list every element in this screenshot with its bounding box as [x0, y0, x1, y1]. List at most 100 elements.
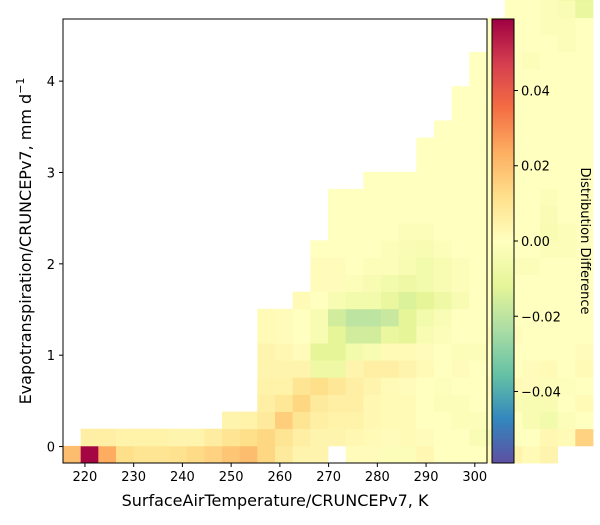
colorbar-tick-label: 0.04 [521, 84, 550, 99]
heatmap-cell [575, 0, 594, 1]
heatmap-cell [575, 343, 594, 361]
heatmap-cell [575, 394, 594, 413]
heatmap-cell [557, 291, 576, 310]
heatmap-cell [469, 411, 488, 430]
heatmap-cell [398, 325, 417, 344]
heatmap-cell [416, 188, 435, 207]
heatmap-cell [557, 137, 576, 156]
heatmap-cell [540, 343, 559, 361]
heatmap-cell [398, 377, 417, 395]
heatmap-cell [451, 360, 470, 378]
heatmap-cell [363, 223, 382, 241]
heatmap-cell [575, 86, 594, 104]
heatmap-cell [451, 206, 470, 224]
heatmap-cell [522, 240, 541, 258]
heatmap-cell [522, 120, 541, 138]
heatmap-cell [540, 428, 559, 447]
heatmap-cell [469, 428, 488, 447]
heatmap-cell [540, 377, 559, 395]
heatmap-cell [363, 257, 382, 275]
heatmap-cell [328, 188, 347, 207]
colorbar-label: Distribution Difference [577, 168, 592, 315]
heatmap-cell [363, 394, 382, 413]
heatmap-cell [557, 343, 576, 361]
heatmap-cell [469, 206, 488, 224]
heatmap-cell [522, 69, 541, 87]
heatmap-cell [575, 377, 594, 395]
heatmap-cell [204, 428, 223, 447]
heatmap-cell [345, 343, 364, 361]
heatmap-cell [345, 411, 364, 430]
heatmap-cell [557, 223, 576, 241]
heatmap-cell [345, 274, 364, 293]
heatmap-cell [239, 445, 258, 464]
heatmap-cell [310, 308, 329, 327]
heatmap-cell [469, 103, 488, 121]
heatmap-cell [363, 171, 382, 190]
heatmap-cell [310, 377, 329, 395]
heatmap-cell [275, 428, 294, 447]
colorbar-ticks: 0.04 0.02 0.00 −0.02 −0.04 [514, 84, 561, 401]
heatmap-cell [310, 325, 329, 344]
heatmap-cell [381, 308, 400, 327]
heatmap-cell [451, 394, 470, 413]
colorbar-tick-label: −0.04 [521, 386, 561, 401]
heatmap-cell [540, 0, 559, 1]
heatmap-cell [434, 343, 453, 361]
heatmap-cell [257, 308, 276, 327]
heatmap-cell [575, 274, 594, 293]
heatmap-cell [416, 154, 435, 173]
heatmap-cell [451, 377, 470, 395]
heatmap-cell [328, 325, 347, 344]
heatmap-cell [540, 188, 559, 207]
heatmap-cell [363, 445, 382, 464]
heatmap-cell [522, 308, 541, 327]
heatmap-cell [540, 291, 559, 310]
heatmap-cell [398, 445, 417, 464]
heatmap-cell [469, 51, 488, 70]
heatmap-cell [151, 445, 170, 464]
heatmap-cell [345, 240, 364, 258]
heatmap-cell [522, 86, 541, 104]
heatmap-cell [557, 428, 576, 447]
heatmap-cell [363, 377, 382, 395]
heatmap-cell [557, 69, 576, 87]
heatmap-cell [434, 257, 453, 275]
heatmap-cell [469, 240, 488, 258]
heatmap-cell [292, 308, 311, 327]
heatmap-cell [257, 411, 276, 430]
heatmap-cell [557, 120, 576, 138]
heatmap-cell [557, 206, 576, 224]
heatmap-cell [451, 325, 470, 344]
heatmap-cell [540, 86, 559, 104]
x-tick-label: 250 [219, 470, 244, 485]
heatmap-cell [328, 377, 347, 395]
heatmap-cell [469, 445, 488, 464]
heatmap-cell [434, 120, 453, 138]
heatmap-cell [345, 428, 364, 447]
heatmap-cell [381, 360, 400, 378]
heatmap-cell [522, 34, 541, 53]
heatmap-cell [98, 445, 117, 464]
heatmap-cell [451, 223, 470, 241]
y-axis-label: Evapotranspiration/CRUNCEPv7, mm d−1 [14, 78, 35, 405]
heatmap-cell [310, 240, 329, 258]
heatmap-cell [540, 154, 559, 173]
heatmap-cell [292, 428, 311, 447]
heatmap-cell [540, 257, 559, 275]
heatmap-cell [434, 154, 453, 173]
heatmap-cell [522, 445, 541, 464]
heatmap-cell [557, 360, 576, 378]
heatmap-cell [557, 308, 576, 327]
heatmap-cell [363, 206, 382, 224]
heatmap-cell [398, 274, 417, 293]
x-tick-label: 280 [365, 470, 390, 485]
heatmap-cell [522, 171, 541, 190]
heatmap-cell [540, 394, 559, 413]
heatmap-cell [275, 411, 294, 430]
heatmap-cell [328, 206, 347, 224]
heatmap-cell [575, 154, 594, 173]
heatmap-cell [434, 206, 453, 224]
heatmap-cell [363, 291, 382, 310]
heatmap-cell [80, 445, 99, 464]
